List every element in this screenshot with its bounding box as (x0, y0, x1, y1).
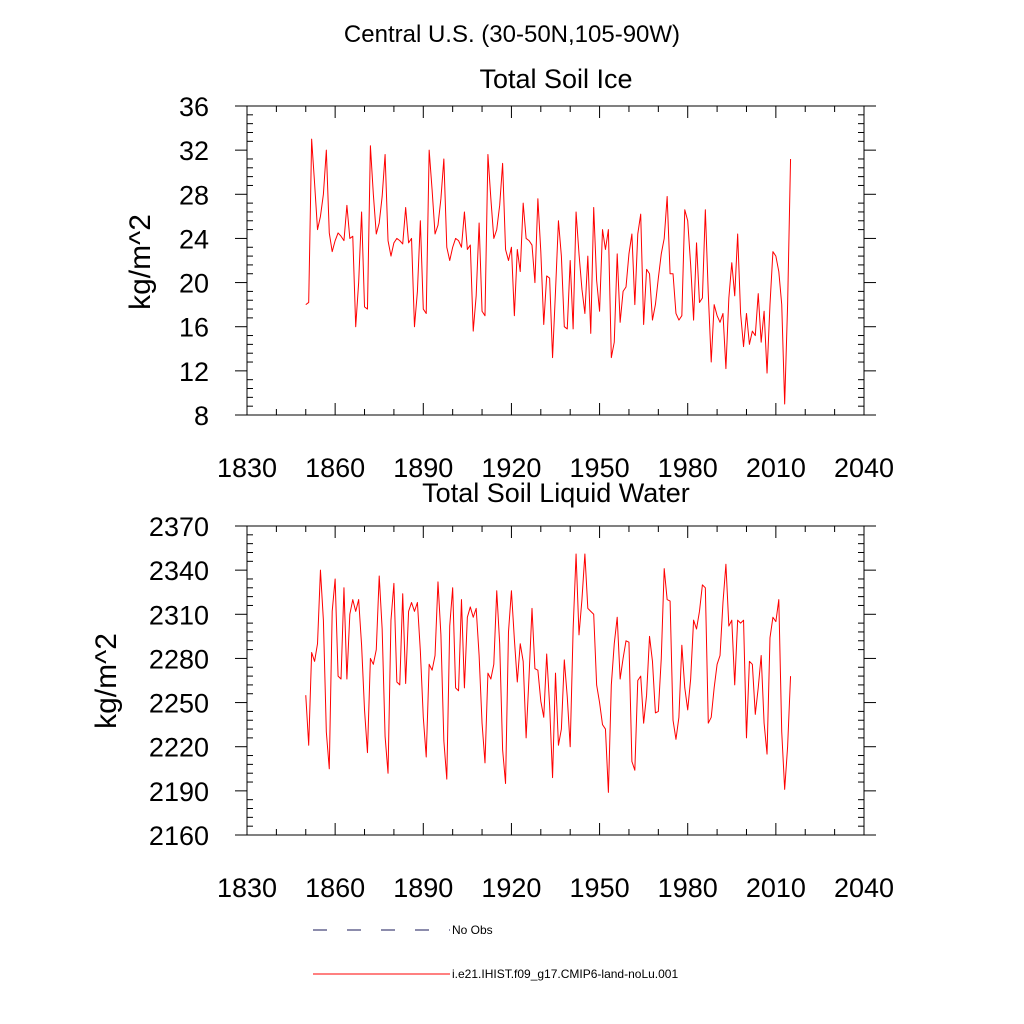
series-line-total-soil-ice (305, 138, 792, 405)
x-tick-label: 1890 (393, 873, 453, 903)
panel-total-soil-liquid-water: Total Soil Liquid Water kg/m^2 1830 1860 1… (90, 478, 894, 903)
x-tick-label: 1860 (305, 873, 365, 903)
y-tick-label: 2250 (149, 689, 209, 719)
x-tick-label: 2010 (746, 453, 806, 483)
y-tick-label: 36 (179, 92, 209, 122)
y-axis-label-total-soil-liquid-water: kg/m^2 (90, 633, 123, 729)
x-tick-label: 1950 (570, 873, 630, 903)
y-tick-label: 2190 (149, 777, 209, 807)
x-tick-label: 1890 (393, 453, 453, 483)
x-tick-label: 1830 (217, 873, 277, 903)
y-tick-label: 16 (179, 313, 209, 343)
y-tick-labels-total-soil-ice: 8 12 16 20 24 28 32 36 (179, 92, 209, 431)
legend-obs-label: No Obs (452, 923, 493, 937)
y-tick-label: 24 (179, 224, 209, 254)
legend: No Obs i.e21.IHIST.f09_g17.CMIP6-land-no… (313, 923, 678, 981)
y-tick-label: 12 (179, 357, 209, 387)
series-line-total-soil-liquid-water (305, 553, 792, 793)
x-tick-labels-total-soil-liquid-water: 1830 1860 1890 1920 1950 1980 2010 2040 (217, 873, 894, 903)
panel-title-total-soil-liquid-water: Total Soil Liquid Water (422, 478, 690, 508)
y-tick-label: 2340 (149, 556, 209, 586)
x-tick-label: 1920 (481, 873, 541, 903)
x-tick-label: 1980 (658, 873, 718, 903)
series-total-soil-ice (305, 138, 792, 405)
plot-frame-total-soil-ice (246, 105, 865, 416)
x-tick-labels-total-soil-ice: 1830 1860 1890 1920 1950 1980 2010 2040 (217, 453, 894, 483)
y-tick-label: 20 (179, 269, 209, 299)
ticks-total-soil-ice (235, 105, 876, 416)
x-tick-label: 1860 (305, 453, 365, 483)
y-tick-label: 28 (179, 180, 209, 210)
legend-model-label: i.e21.IHIST.f09_g17.CMIP6-land-noLu.001 (452, 967, 678, 981)
y-tick-labels-total-soil-liquid-water: 2160 2190 2220 2250 2280 2310 2340 2370 (149, 512, 209, 851)
y-tick-label: 2160 (149, 821, 209, 851)
series-total-soil-liquid-water (305, 553, 792, 793)
figure-title: Central U.S. (30-50N,105-90W) (344, 21, 680, 48)
y-tick-label: 2310 (149, 600, 209, 630)
x-tick-label: 1920 (481, 453, 541, 483)
x-tick-label: 1830 (217, 453, 277, 483)
x-tick-label: 2040 (834, 453, 894, 483)
ticks-total-soil-liquid-water (235, 525, 876, 836)
x-tick-label: 2010 (746, 873, 806, 903)
y-axis-label-total-soil-ice: kg/m^2 (124, 214, 157, 310)
y-tick-label: 8 (194, 401, 209, 431)
plot-frame-total-soil-liquid-water (246, 525, 865, 836)
x-tick-label: 1950 (570, 453, 630, 483)
y-tick-label: 2370 (149, 512, 209, 542)
panel-total-soil-ice: Total Soil Ice kg/m^2 1830 1860 1890 1920 19… (124, 64, 894, 483)
panel-title-total-soil-ice: Total Soil Ice (479, 64, 632, 94)
y-tick-label: 2220 (149, 733, 209, 763)
y-tick-label: 32 (179, 136, 209, 166)
x-tick-label: 1980 (658, 453, 718, 483)
x-tick-label: 2040 (834, 873, 894, 903)
y-tick-label: 2280 (149, 644, 209, 674)
